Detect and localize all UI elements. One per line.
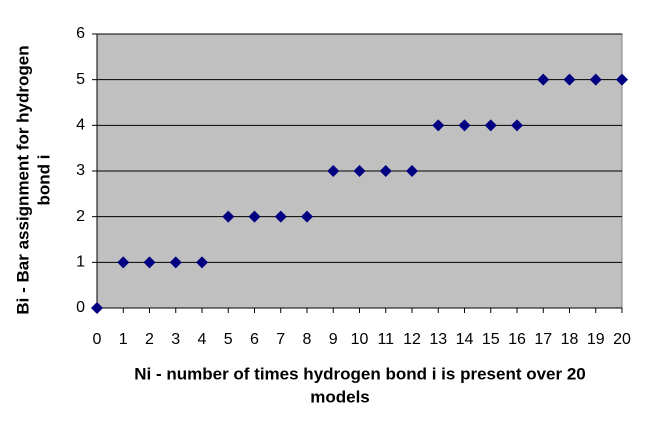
x-tick-label: 13 xyxy=(429,331,447,348)
x-tick-label: 18 xyxy=(561,331,579,348)
point xyxy=(91,302,103,314)
x-tick-label: 19 xyxy=(587,331,605,348)
x-tick-label: 3 xyxy=(171,331,180,348)
y-tick-label: 6 xyxy=(76,25,85,42)
x-tick-label: 0 xyxy=(93,331,102,348)
point xyxy=(616,73,628,86)
x-tick-label: 12 xyxy=(403,331,421,348)
point xyxy=(248,210,261,223)
x-tick-label: 16 xyxy=(508,331,526,348)
point xyxy=(458,119,471,132)
y-axis-label: bond i xyxy=(34,155,53,206)
x-tick-label: 5 xyxy=(224,331,233,348)
x-tick-label: 17 xyxy=(534,331,552,348)
point xyxy=(143,256,156,269)
point xyxy=(353,165,366,177)
point xyxy=(484,119,497,132)
x-tick-label: 15 xyxy=(482,331,500,348)
y-tick-label: 4 xyxy=(76,117,85,134)
point xyxy=(511,119,523,132)
point xyxy=(406,165,418,177)
point xyxy=(379,165,392,177)
x-axis-label: Ni - number of times hydrogen bond i is … xyxy=(134,364,586,383)
x-tick-label: 2 xyxy=(145,331,154,348)
point xyxy=(274,210,287,223)
x-tick-label: 8 xyxy=(303,331,312,348)
x-tick-label: 7 xyxy=(276,331,285,348)
point xyxy=(222,210,235,223)
x-tick-label: 9 xyxy=(329,331,338,348)
x-tick-label: 20 xyxy=(613,331,631,348)
y-tick-label: 1 xyxy=(76,254,85,271)
point xyxy=(301,210,313,223)
point xyxy=(117,256,130,269)
y-tick-label: 0 xyxy=(76,299,85,316)
x-tick-label: 10 xyxy=(351,331,369,348)
x-tick-label: 1 xyxy=(119,331,128,348)
x-tick-label: 11 xyxy=(377,331,394,348)
y-tick-label: 2 xyxy=(76,208,85,225)
y-tick-label: 5 xyxy=(76,71,85,88)
x-tick-label: 6 xyxy=(250,331,259,348)
point xyxy=(589,73,602,86)
y-tick-label: 3 xyxy=(76,162,85,179)
point xyxy=(169,256,182,269)
point xyxy=(563,73,576,86)
point xyxy=(432,119,445,132)
x-axis-label: models xyxy=(310,387,370,406)
point xyxy=(327,165,340,177)
point xyxy=(196,256,208,269)
point xyxy=(537,73,550,86)
y-axis-label: Bi - Bar assignment for hydrogen xyxy=(13,45,32,314)
x-tick-label: 4 xyxy=(198,331,207,348)
x-tick-label: 14 xyxy=(456,331,474,348)
